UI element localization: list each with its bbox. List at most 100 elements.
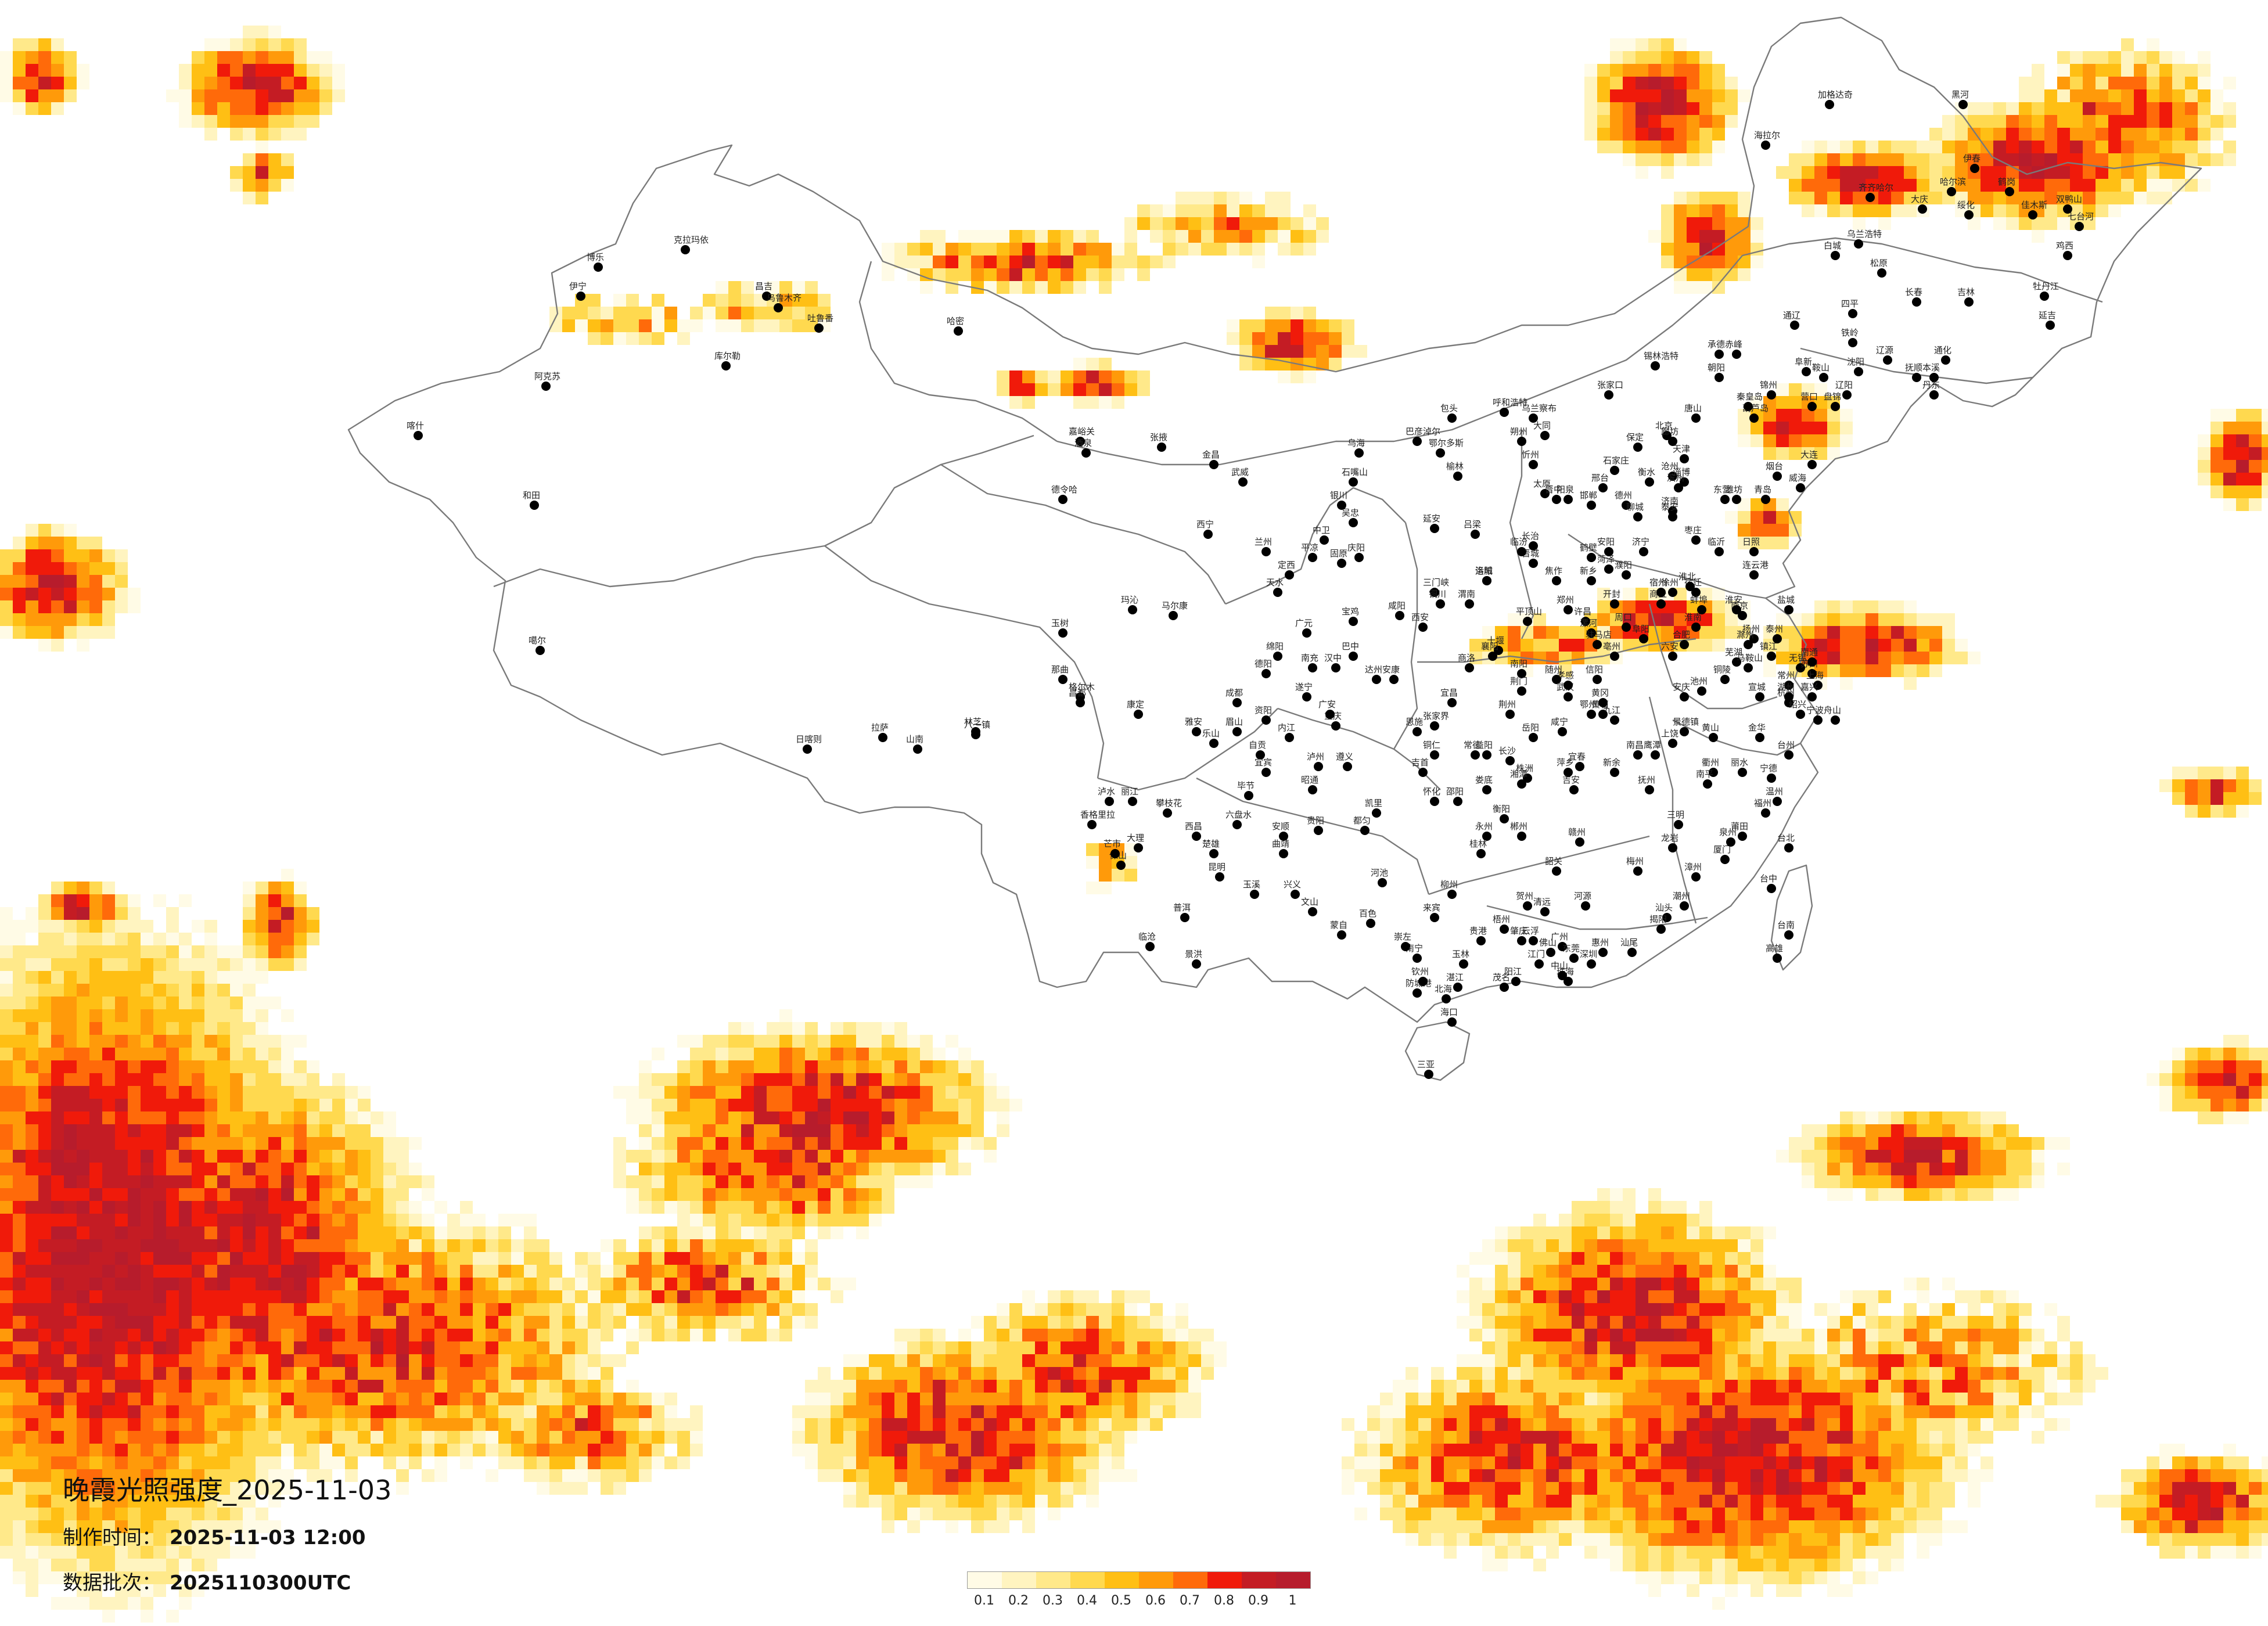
intensity-cell bbox=[1431, 1367, 1444, 1380]
intensity-cell bbox=[13, 1048, 26, 1060]
intensity-cell bbox=[102, 1265, 115, 1278]
intensity-cell bbox=[1457, 1290, 1469, 1303]
intensity-cell bbox=[102, 1456, 115, 1469]
intensity-cell bbox=[64, 1035, 77, 1048]
intensity-cell bbox=[869, 1099, 882, 1111]
intensity-cell bbox=[831, 1124, 843, 1137]
intensity-cell bbox=[894, 243, 907, 256]
intensity-cell bbox=[268, 1048, 281, 1060]
intensity-cell bbox=[38, 1111, 51, 1124]
intensity-cell bbox=[1840, 179, 1853, 192]
intensity-cell bbox=[1929, 613, 1942, 626]
intensity-cell bbox=[664, 1329, 677, 1341]
intensity-cell bbox=[128, 1290, 141, 1303]
intensity-cell bbox=[716, 1035, 728, 1048]
intensity-cell bbox=[601, 1290, 613, 1303]
intensity-cell bbox=[383, 1214, 396, 1226]
intensity-cell bbox=[192, 1469, 204, 1482]
intensity-cell bbox=[1712, 1444, 1725, 1456]
intensity-cell bbox=[805, 1086, 818, 1099]
intensity-cell bbox=[1904, 141, 1917, 153]
intensity-cell bbox=[115, 1137, 128, 1150]
intensity-cell bbox=[958, 1124, 971, 1137]
intensity-cell bbox=[601, 1239, 613, 1252]
intensity-cell bbox=[153, 1124, 166, 1137]
intensity-cell bbox=[626, 1418, 639, 1431]
intensity-cell bbox=[204, 51, 217, 64]
intensity-cell bbox=[77, 1418, 89, 1431]
intensity-cell bbox=[856, 1201, 869, 1214]
intensity-cell bbox=[26, 1316, 38, 1329]
intensity-cell bbox=[26, 1329, 38, 1341]
intensity-cell bbox=[933, 1124, 946, 1137]
intensity-cell bbox=[1380, 1431, 1393, 1444]
intensity-cell bbox=[281, 128, 294, 141]
intensity-cell bbox=[217, 1022, 230, 1035]
intensity-cell bbox=[1636, 600, 1648, 613]
intensity-cell bbox=[1904, 664, 1917, 677]
intensity-cell bbox=[13, 1060, 26, 1073]
intensity-cell bbox=[1559, 1456, 1572, 1469]
intensity-cell bbox=[217, 958, 230, 971]
intensity-cell bbox=[1457, 1265, 1469, 1278]
intensity-cell bbox=[1917, 166, 1929, 179]
intensity-cell bbox=[294, 1431, 307, 1444]
intensity-cell bbox=[2198, 179, 2211, 192]
intensity-cell bbox=[831, 1456, 843, 1469]
intensity-cell bbox=[997, 383, 1009, 396]
intensity-cell bbox=[779, 1188, 792, 1201]
intensity-cell bbox=[1661, 230, 1674, 243]
intensity-cell bbox=[1981, 1124, 1993, 1137]
intensity-cell bbox=[332, 77, 345, 89]
intensity-cell bbox=[230, 1418, 243, 1431]
intensity-cell bbox=[1687, 1303, 1699, 1316]
intensity-cell bbox=[1917, 153, 1929, 166]
intensity-cell bbox=[0, 64, 13, 77]
intensity-cell bbox=[1738, 1290, 1751, 1303]
intensity-cell bbox=[1086, 1329, 1099, 1341]
intensity-cell bbox=[153, 1073, 166, 1086]
intensity-cell bbox=[1636, 1329, 1648, 1341]
intensity-cell bbox=[192, 1239, 204, 1252]
intensity-cell bbox=[779, 1226, 792, 1239]
intensity-cell bbox=[1942, 153, 1955, 166]
intensity-cell bbox=[294, 77, 307, 89]
intensity-cell bbox=[1853, 1469, 1866, 1482]
intensity-cell bbox=[1035, 1303, 1048, 1316]
intensity-cell bbox=[2159, 1469, 2172, 1482]
intensity-cell bbox=[1112, 1469, 1124, 1482]
intensity-cell bbox=[2057, 128, 2070, 141]
intensity-cell bbox=[2147, 102, 2159, 115]
intensity-cell bbox=[434, 1456, 447, 1469]
intensity-cell bbox=[26, 562, 38, 575]
intensity-cell bbox=[856, 1111, 869, 1124]
intensity-cell bbox=[1610, 1329, 1623, 1341]
intensity-cell bbox=[2172, 89, 2185, 102]
intensity-cell bbox=[894, 1073, 907, 1086]
intensity-cell bbox=[575, 1444, 588, 1456]
intensity-cell bbox=[345, 1405, 358, 1418]
intensity-cell bbox=[1891, 1393, 1904, 1405]
intensity-cell bbox=[153, 997, 166, 1009]
intensity-cell bbox=[294, 1060, 307, 1073]
intensity-cell bbox=[268, 1341, 281, 1354]
intensity-cell bbox=[13, 626, 26, 639]
intensity-cell bbox=[268, 1469, 281, 1482]
intensity-cell bbox=[1827, 179, 1840, 192]
intensity-cell bbox=[204, 971, 217, 984]
intensity-cell bbox=[1802, 447, 1814, 460]
intensity-cell bbox=[1661, 1239, 1674, 1252]
intensity-cell bbox=[166, 1188, 179, 1201]
intensity-cell bbox=[1699, 217, 1712, 230]
intensity-cell bbox=[1482, 1380, 1495, 1393]
intensity-cell bbox=[1878, 1431, 1891, 1444]
intensity-cell bbox=[1827, 626, 1840, 639]
intensity-cell bbox=[958, 1405, 971, 1418]
intensity-cell bbox=[767, 1188, 779, 1201]
intensity-cell bbox=[1738, 1329, 1751, 1341]
intensity-cell bbox=[1968, 1431, 1981, 1444]
intensity-cell bbox=[933, 1111, 946, 1124]
intensity-cell bbox=[179, 115, 192, 128]
intensity-cell bbox=[64, 907, 77, 920]
intensity-cell bbox=[243, 920, 256, 933]
